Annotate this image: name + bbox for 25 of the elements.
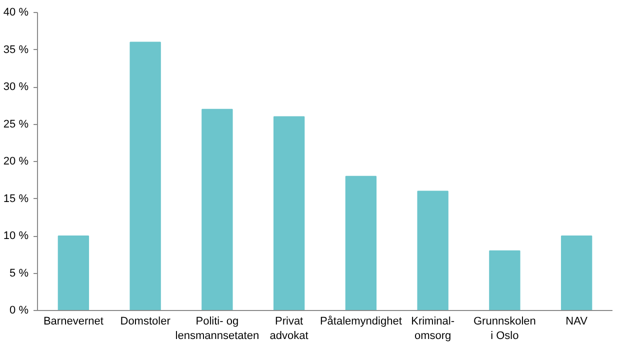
x-tick-label: Privat advokat <box>270 316 308 342</box>
x-tick-label: Politi- og lensmannsetaten <box>175 316 260 342</box>
bar <box>345 176 377 310</box>
bar <box>417 190 448 310</box>
y-tick-label: 30 % <box>3 81 29 93</box>
y-tick-label: 20 % <box>3 156 29 168</box>
bar <box>560 236 592 310</box>
x-tick-label: Barnevernet <box>43 316 104 328</box>
x-tick-label: Grunnskolen i Oslo <box>474 316 536 342</box>
y-tick-label: 0 % <box>10 304 29 316</box>
bar <box>130 42 161 310</box>
bar <box>58 236 90 310</box>
x-tick-label: Kriminal- omsorg <box>411 316 455 342</box>
y-tick-label: 40 % <box>3 6 29 18</box>
bar <box>273 116 305 310</box>
y-tick-label: 15 % <box>3 192 29 205</box>
x-tick-label: NAV <box>566 316 588 328</box>
x-tick-label: Påtalemyndighet <box>320 316 402 328</box>
y-tick-label: 25 % <box>3 118 29 130</box>
bar <box>202 108 233 310</box>
y-tick-label: 35 % <box>3 44 29 56</box>
x-tick-label: Domstoler <box>120 316 171 328</box>
y-tick-label: 5 % <box>10 267 29 280</box>
y-tick-label: 10 % <box>3 230 29 242</box>
bar <box>489 250 520 310</box>
